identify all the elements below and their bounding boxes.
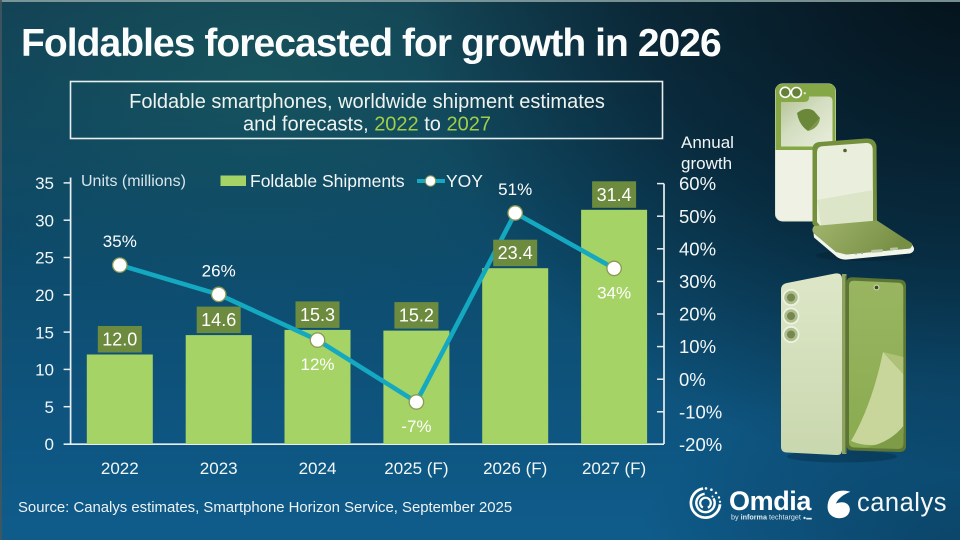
svg-text:0: 0 (45, 435, 54, 454)
svg-text:5: 5 (45, 398, 54, 417)
svg-text:Source: Canalys estimates, Sma: Source: Canalys estimates, Smartphone Ho… (18, 500, 512, 516)
svg-text:34%: 34% (597, 283, 631, 302)
svg-text:25: 25 (35, 249, 54, 268)
svg-text:51%: 51% (498, 180, 532, 199)
svg-text:50%: 50% (679, 206, 716, 227)
svg-text:15.2: 15.2 (399, 306, 434, 326)
svg-text:canalys: canalys (857, 489, 947, 517)
svg-text:Foldables forecasted for growt: Foldables forecasted for growth in 2026 (21, 22, 721, 65)
svg-text:2026 (F): 2026 (F) (483, 459, 547, 478)
svg-text:31.4: 31.4 (597, 185, 632, 205)
svg-text:Omdia: Omdia (729, 486, 812, 516)
svg-text:35%: 35% (103, 232, 137, 251)
svg-text:10%: 10% (679, 336, 716, 357)
svg-text:by informa techtarget ●▬: by informa techtarget ●▬ (731, 513, 812, 522)
svg-text:2025 (F): 2025 (F) (384, 459, 448, 478)
svg-text:15: 15 (35, 323, 54, 342)
svg-text:30: 30 (35, 211, 54, 230)
svg-text:26%: 26% (202, 261, 236, 280)
svg-text:Units (millions): Units (millions) (81, 173, 186, 190)
svg-text:35: 35 (35, 174, 54, 193)
svg-text:and forecasts, 2022 to 2027: and forecasts, 2022 to 2027 (243, 114, 491, 136)
svg-text:60%: 60% (679, 173, 716, 194)
svg-text:0%: 0% (679, 369, 706, 390)
svg-text:30%: 30% (679, 271, 716, 292)
svg-text:20: 20 (35, 286, 54, 305)
svg-text:2023: 2023 (200, 459, 238, 478)
svg-text:-7%: -7% (401, 417, 431, 436)
svg-text:10: 10 (35, 361, 54, 380)
svg-text:Foldable Shipments: Foldable Shipments (250, 171, 405, 191)
svg-text:20%: 20% (679, 304, 716, 325)
svg-text:2022: 2022 (101, 459, 139, 478)
svg-text:2027 (F): 2027 (F) (582, 459, 646, 478)
svg-text:40%: 40% (679, 238, 716, 259)
svg-text:15.3: 15.3 (300, 305, 335, 325)
svg-text:growth: growth (681, 154, 732, 173)
svg-text:-20%: -20% (679, 434, 722, 455)
svg-text:12%: 12% (300, 355, 334, 374)
svg-text:Foldable smartphones, worldwid: Foldable smartphones, worldwide shipment… (129, 91, 605, 113)
svg-text:14.6: 14.6 (201, 310, 236, 330)
svg-text:Annual: Annual (681, 133, 734, 152)
svg-text:2024: 2024 (299, 459, 337, 478)
svg-text:-10%: -10% (679, 401, 722, 422)
svg-text:12.0: 12.0 (102, 330, 137, 350)
svg-text:23.4: 23.4 (498, 243, 533, 263)
svg-text:YOY: YOY (446, 171, 483, 191)
